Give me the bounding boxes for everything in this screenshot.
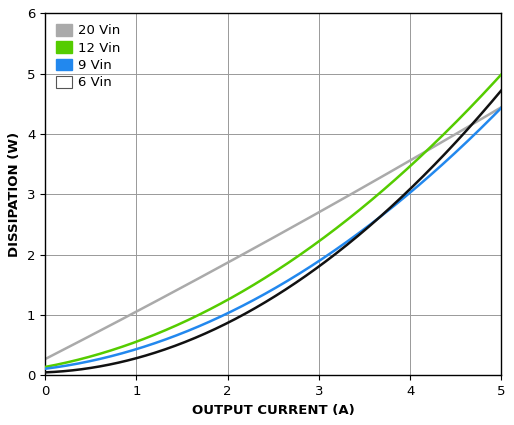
X-axis label: OUTPUT CURRENT (A): OUTPUT CURRENT (A) bbox=[192, 404, 355, 416]
Y-axis label: DISSIPATION (W): DISSIPATION (W) bbox=[8, 132, 22, 257]
Legend: 20 Vin, 12 Vin, 9 Vin, 6 Vin: 20 Vin, 12 Vin, 9 Vin, 6 Vin bbox=[52, 20, 124, 94]
